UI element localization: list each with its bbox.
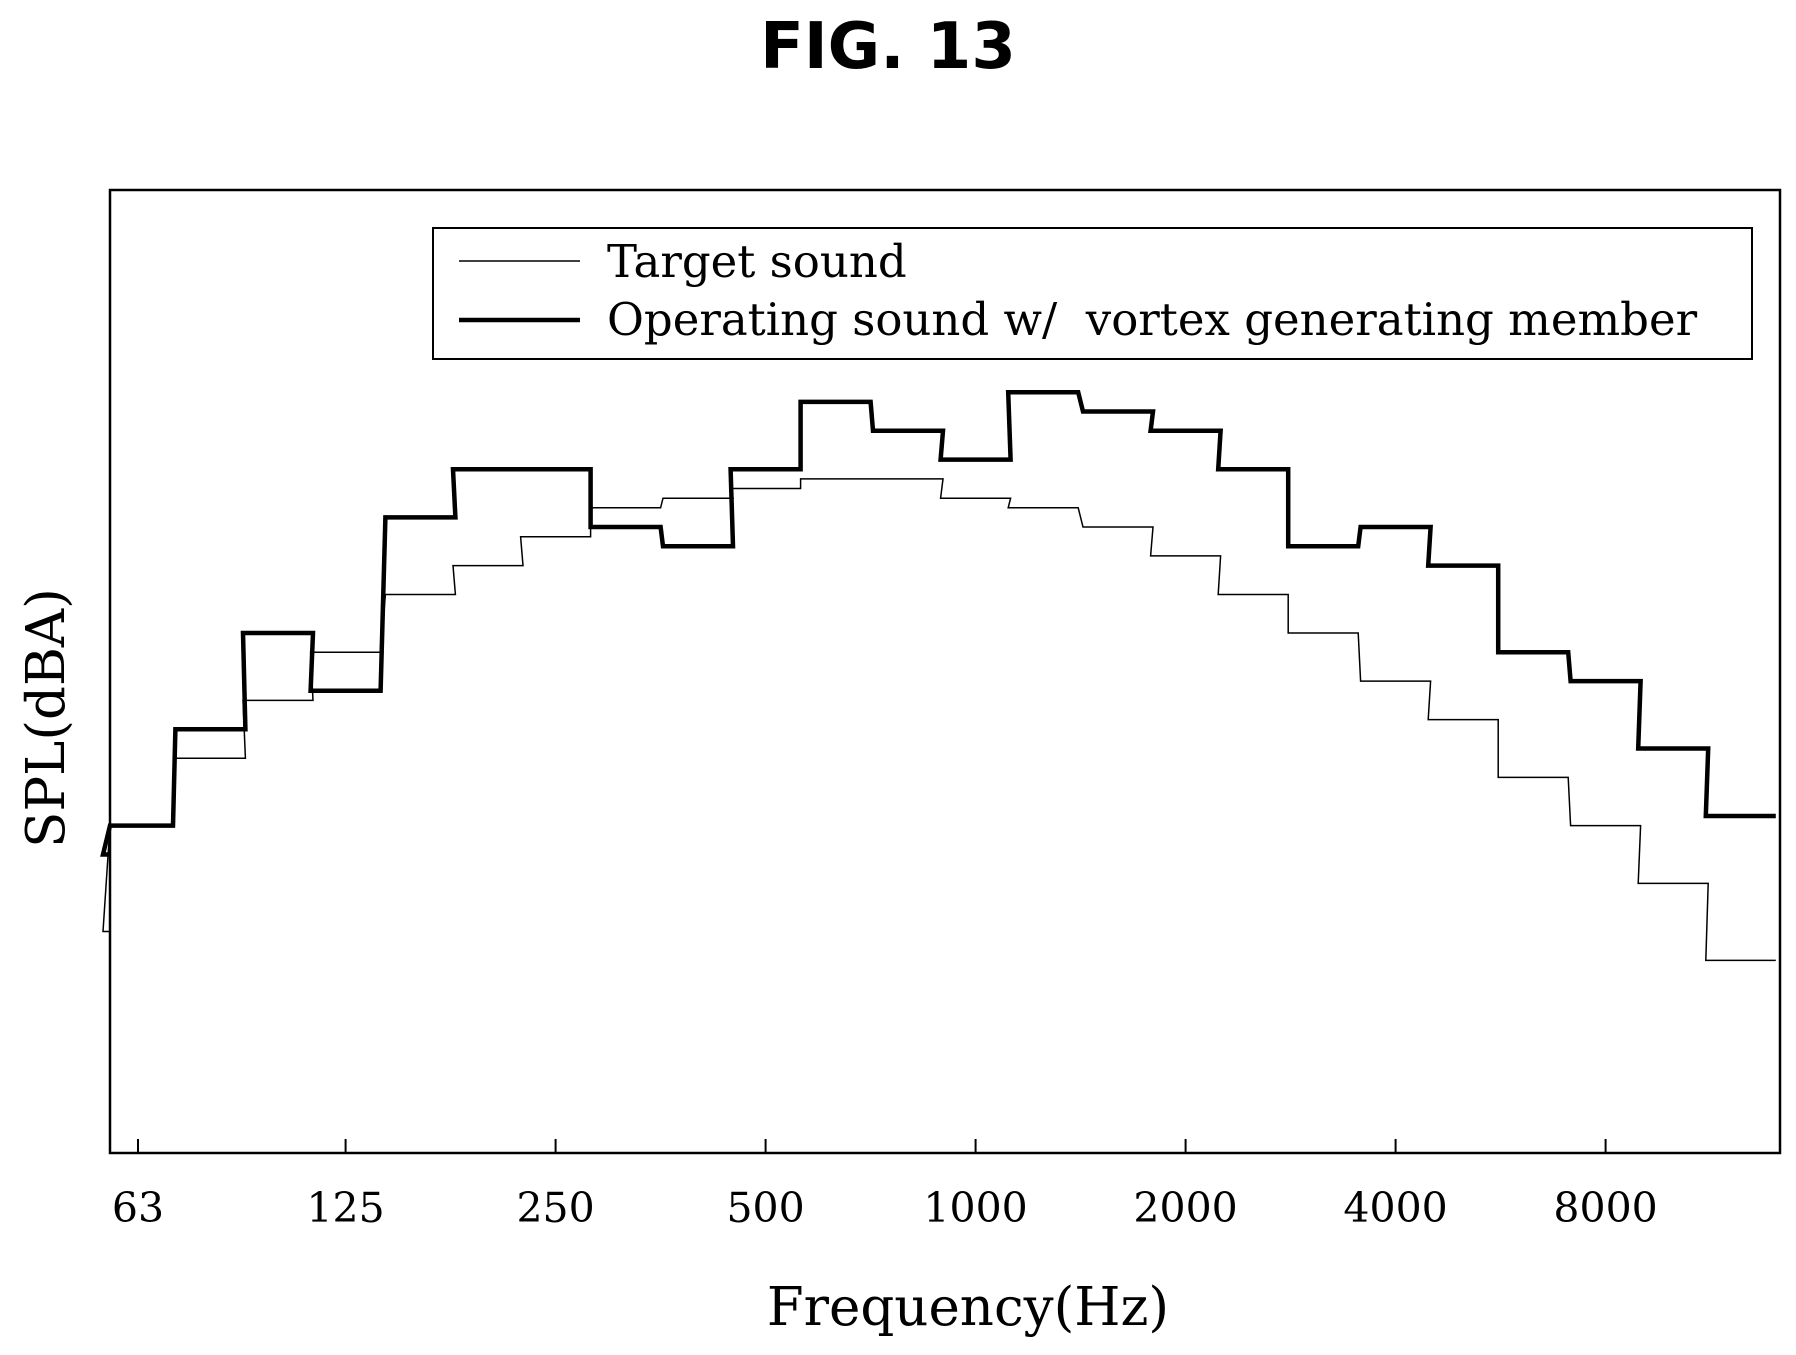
x-tick-label: 1000 [923, 1184, 1027, 1232]
figure-title: FIG. 13 [760, 10, 1016, 84]
legend-label-operating: Operating sound w/ vortex generating mem… [607, 293, 1698, 346]
x-tick-label: 500 [726, 1184, 804, 1232]
x-tick-label: 125 [306, 1184, 384, 1232]
legend-label-target: Target sound [607, 235, 907, 288]
legend-box [432, 227, 1753, 360]
series-layer [100, 389, 1776, 962]
plot-frame [108, 188, 1782, 1155]
y-axis-title: SPL(dBA) [16, 588, 77, 848]
legend: Target sound Operating sound w/ vortex g… [432, 227, 1753, 360]
series-target-sound-line [102, 478, 1776, 962]
x-tick-label: 4000 [1343, 1184, 1447, 1232]
x-tick-label: 8000 [1553, 1184, 1657, 1232]
series-operating-sound-line [100, 389, 1776, 857]
x-tick-label: 63 [112, 1184, 164, 1232]
x-tick-label: 250 [516, 1184, 594, 1232]
x-axis-tick-labels: 63 125 250 500 1000 2000 4000 8000 [112, 1184, 1658, 1232]
x-tick-label: 2000 [1133, 1184, 1237, 1232]
x-axis-ticks [137, 1139, 1607, 1153]
x-axis-title: Frequency(Hz) [767, 1277, 1169, 1338]
